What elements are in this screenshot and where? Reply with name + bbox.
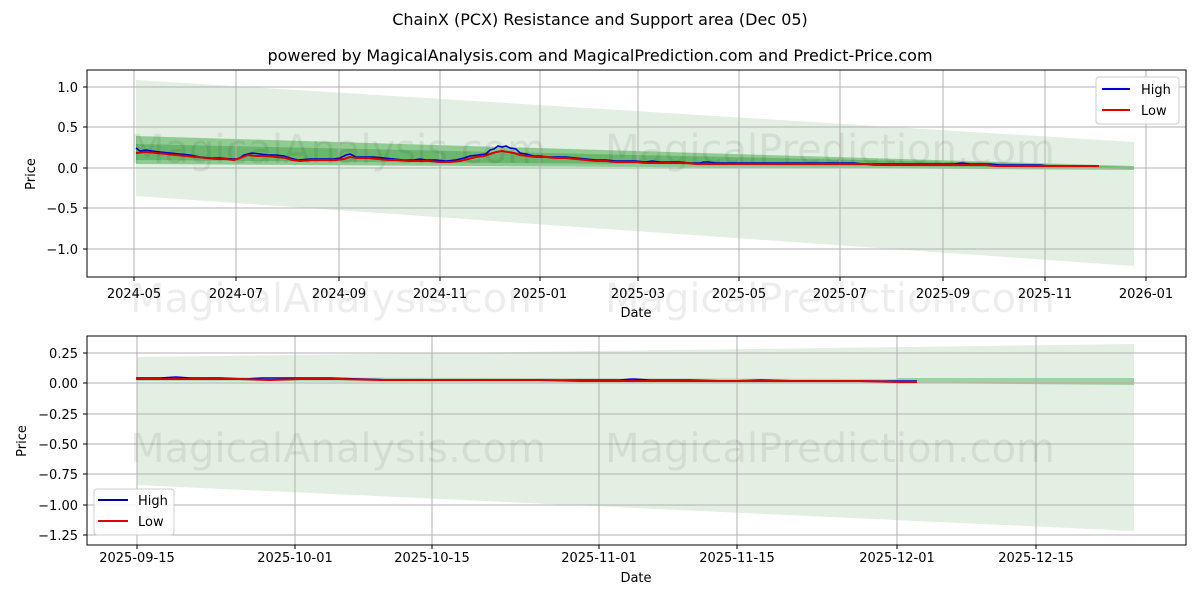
y-tick: −1.0	[46, 243, 78, 258]
top-inner-band	[136, 136, 1134, 170]
y-tick: 0.00	[49, 377, 78, 392]
x-tick: 2026-01	[1119, 287, 1173, 302]
x-tick: 2025-11	[1018, 287, 1072, 302]
watermark-magicalprediction-top: MagicalPrediction.com	[605, 127, 1055, 173]
watermark-magicalanalysis-top: MagicalAnalysis.com	[130, 127, 546, 173]
y-tick: −0.50	[38, 438, 78, 453]
x-tick: 2025-12-01	[859, 551, 935, 566]
x-tick: 2024-05	[107, 287, 161, 302]
x-tick: 2025-09-15	[99, 551, 175, 566]
bottom-legend: High Low	[93, 488, 175, 536]
legend-low-label: Low	[1141, 104, 1167, 119]
x-tick: 2025-07	[813, 287, 867, 302]
y-tick: 1.0	[57, 81, 78, 96]
x-tick: 2025-10-01	[257, 551, 333, 566]
x-tick: 2025-12-15	[998, 551, 1074, 566]
bottom-chart-panel: MagicalAnalysis.com MagicalPrediction.co…	[15, 335, 1187, 586]
watermark-magicalprediction-top-lower: MagicalPrediction.com	[605, 276, 1055, 322]
y-tick: −0.5	[46, 202, 78, 217]
y-tick: −0.25	[38, 408, 78, 423]
top-y-tick-labels: 1.0 0.5 0.0 −0.5 −1.0	[46, 81, 78, 258]
x-tick: 2024-09	[312, 287, 366, 302]
top-y-axis-label: Price	[24, 158, 39, 190]
y-tick: 0.25	[49, 347, 78, 362]
legend-high-label: High	[138, 494, 168, 509]
x-tick: 2025-11-01	[561, 551, 637, 566]
top-grid	[87, 70, 1186, 277]
watermark-magicalprediction-bottom: MagicalPrediction.com	[605, 426, 1055, 472]
x-tick: 2025-10-15	[394, 551, 470, 566]
bottom-outer-band	[137, 344, 1134, 531]
bottom-y-tick-labels: 0.25 0.00 −0.25 −0.50 −0.75 −1.00 −1.25	[38, 347, 78, 544]
chart-subtitle: powered by MagicalAnalysis.com and Magic…	[267, 46, 933, 65]
watermark-magicalanalysis-bottom: MagicalAnalysis.com	[130, 426, 546, 472]
top-x-axis-label: Date	[620, 306, 651, 321]
x-tick: 2025-05	[712, 287, 766, 302]
x-tick: 2025-09	[916, 287, 970, 302]
y-tick: 0.0	[57, 162, 78, 177]
bottom-low-line	[136, 378, 917, 383]
x-tick: 2025-01	[513, 287, 567, 302]
watermark-magicalanalysis-top-lower: MagicalAnalysis.com	[130, 276, 546, 322]
y-tick: −1.25	[38, 529, 78, 544]
legend-high-label: High	[1141, 83, 1171, 98]
bottom-y-axis-label: Price	[15, 425, 30, 457]
y-tick: −1.00	[38, 499, 78, 514]
top-chart-panel: MagicalAnalysis.com MagicalPrediction.co…	[24, 69, 1187, 322]
chart-title: ChainX (PCX) Resistance and Support area…	[392, 10, 808, 29]
y-tick: 0.5	[57, 121, 78, 136]
top-x-tick-labels: 2024-05 2024-07 2024-09 2024-11 2025-01 …	[107, 287, 1173, 302]
top-inner-band-core	[136, 144, 1134, 169]
x-tick: 2025-03	[611, 287, 665, 302]
top-low-line	[135, 149, 1099, 167]
x-tick: 2024-11	[413, 287, 467, 302]
top-legend: High Low	[1095, 76, 1180, 125]
x-tick: 2025-11-15	[699, 551, 775, 566]
bottom-axes-frame	[86, 335, 1187, 546]
y-tick: −0.75	[38, 468, 78, 483]
top-axes-frame	[86, 69, 1187, 278]
x-tick: 2024-07	[209, 287, 263, 302]
bottom-x-axis-label: Date	[620, 571, 651, 586]
legend-low-label: Low	[138, 515, 164, 530]
bottom-x-tick-labels: 2025-09-15 2025-10-01 2025-10-15 2025-11…	[99, 551, 1074, 566]
